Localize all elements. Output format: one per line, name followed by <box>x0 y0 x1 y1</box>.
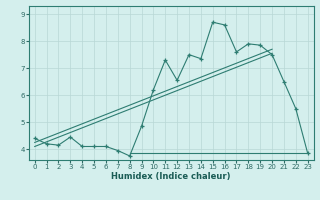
X-axis label: Humidex (Indice chaleur): Humidex (Indice chaleur) <box>111 172 231 181</box>
